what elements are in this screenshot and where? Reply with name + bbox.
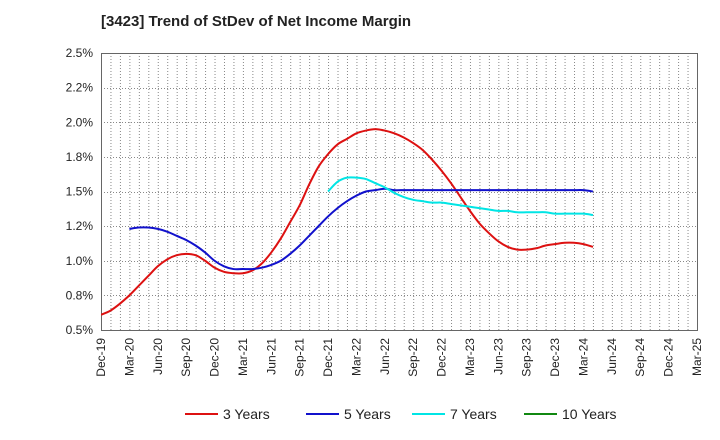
x-tick-label: Dec-20 [208, 338, 222, 377]
x-tick-label: Dec-21 [321, 338, 335, 377]
x-tick-label: Jun-20 [151, 338, 165, 375]
x-tick-label: Mar-24 [576, 338, 590, 376]
y-tick-label: 0.8% [66, 288, 94, 302]
y-tick-label: 1.2% [66, 219, 94, 233]
x-tick-label: Mar-21 [236, 338, 250, 376]
x-tick-label: Mar-25 [690, 338, 704, 376]
x-tick-label: Mar-22 [349, 338, 363, 376]
x-tick-label: Sep-22 [406, 338, 420, 377]
chart-title: [3423] Trend of StDev of Net Income Marg… [101, 13, 412, 30]
x-tick-label: Dec-19 [94, 338, 108, 377]
x-tick-label: Dec-22 [435, 338, 449, 377]
legend-label-5-years: 5 Years [344, 406, 391, 422]
legend-label-3-years: 3 Years [223, 406, 270, 422]
legend-label-10-years: 10 Years [562, 406, 617, 422]
legend-label-7-years: 7 Years [450, 406, 497, 422]
y-tick-label: 2.2% [66, 81, 94, 95]
x-tick-label: Sep-20 [179, 338, 193, 377]
y-tick-label: 1.0% [66, 254, 94, 268]
series-line-3-years [101, 128, 594, 316]
x-tick-label: Sep-23 [520, 338, 534, 377]
x-tick-label: Mar-23 [463, 338, 477, 376]
y-tick-label: 2.0% [66, 115, 94, 129]
x-tick-label: Dec-24 [662, 338, 676, 377]
x-tick-label: Jun-21 [264, 338, 278, 375]
x-tick-label: Mar-20 [122, 338, 136, 376]
y-tick-label: 0.5% [66, 323, 94, 337]
y-tick-label: 1.8% [66, 150, 94, 164]
series-line-5-years [129, 187, 594, 271]
y-tick-label: 1.5% [66, 185, 94, 199]
x-tick-label: Jun-23 [491, 338, 505, 375]
y-tick-label: 2.5% [66, 46, 94, 60]
plot-frame [101, 53, 698, 331]
x-tick-label: Jun-24 [605, 338, 619, 375]
x-tick-label: Dec-23 [548, 338, 562, 377]
x-tick-label: Sep-24 [633, 338, 647, 377]
x-tick-label: Jun-22 [378, 338, 392, 375]
x-tick-label: Sep-21 [293, 338, 307, 377]
plot-area [101, 53, 697, 330]
series-line-7-years [327, 176, 594, 217]
